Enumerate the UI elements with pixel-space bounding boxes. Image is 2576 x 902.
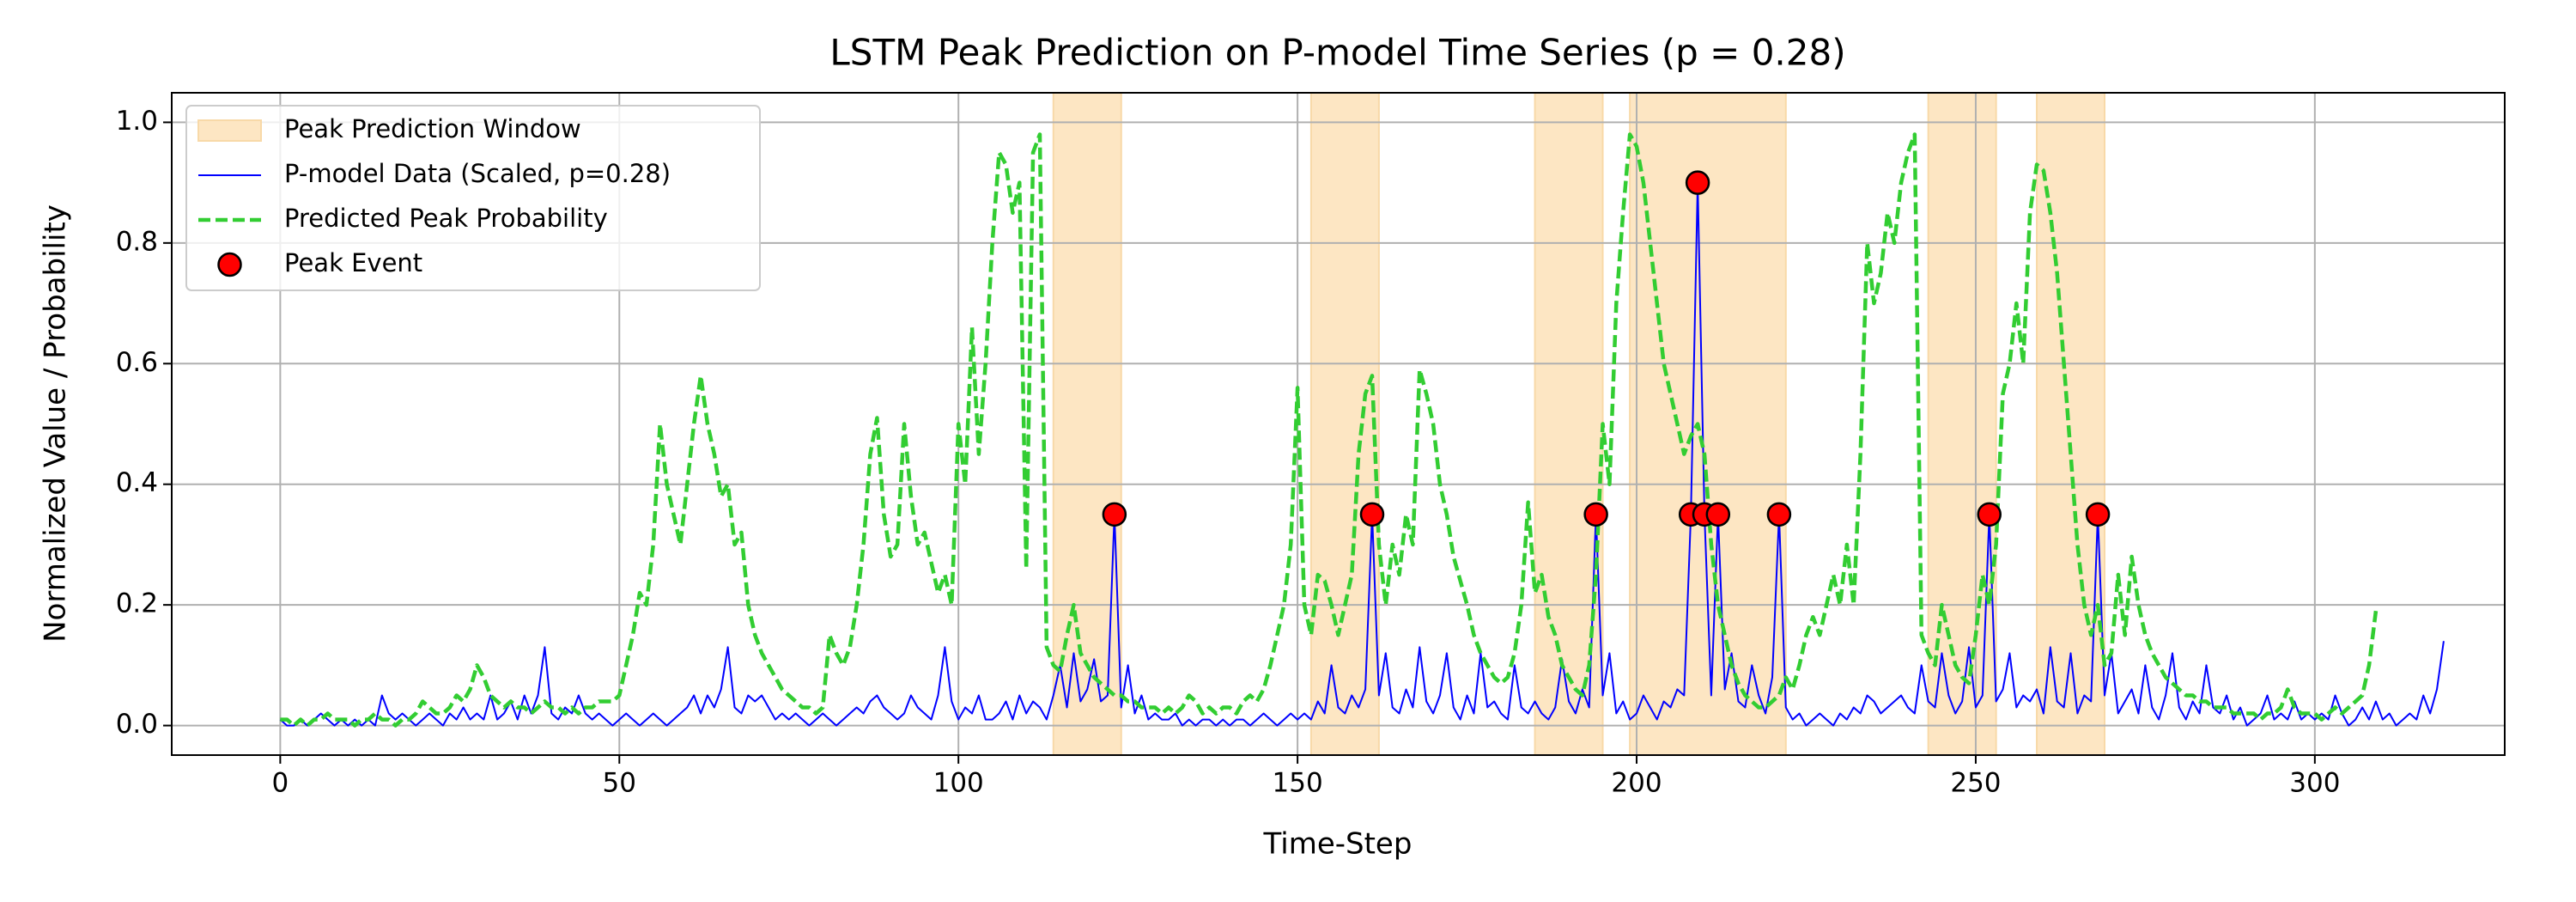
peak-event: [1102, 502, 1127, 527]
legend-label: Peak Prediction Window: [284, 114, 581, 143]
data-line: [279, 181, 2445, 727]
lines: [279, 132, 2445, 728]
x-tick-label: 250: [1950, 768, 2001, 799]
legend-swatch: [197, 119, 262, 142]
peak-event: [1583, 502, 1608, 527]
x-axis-label: Time-Step: [1263, 827, 1413, 862]
peak-window: [1927, 92, 1997, 756]
peak-event: [1705, 502, 1731, 527]
x-tick-label: 200: [1611, 768, 1662, 799]
y-tick-label: 0.8: [116, 226, 158, 257]
peak-window: [1309, 92, 1380, 756]
peak-event: [2085, 502, 2111, 527]
y-tick-label: 0.2: [116, 588, 158, 619]
x-tick-label: 300: [2289, 768, 2340, 799]
chart-title: LSTM Peak Prediction on P-model Time Ser…: [829, 32, 1845, 74]
legend-label: P-model Data (Scaled, p=0.28): [284, 159, 671, 188]
peak-window: [1629, 92, 1787, 756]
x-tick-label: 150: [1273, 768, 1323, 799]
peak-event: [1359, 502, 1385, 527]
legend-label: Peak Event: [284, 248, 422, 277]
peak-event: [1685, 170, 1710, 195]
plot-frame: [171, 92, 2506, 756]
x-tick-label: 0: [272, 768, 289, 799]
legend: Peak Prediction Window P-model Data (Scal…: [185, 105, 761, 291]
legend-box: [185, 105, 761, 291]
peak-event: [1977, 502, 2002, 527]
y-tick-label: 0.4: [116, 467, 158, 498]
peak-window: [1534, 92, 1604, 756]
legend-label: Predicted Peak Probability: [284, 204, 608, 233]
y-tick-label: 0.0: [116, 709, 158, 740]
legend-swatch: [217, 252, 242, 277]
x-tick-label: 100: [933, 768, 984, 799]
y-tick-label: 0.6: [116, 347, 158, 378]
prediction-line: [280, 132, 2379, 728]
x-tick-label: 50: [603, 768, 636, 799]
points: [1102, 170, 2111, 527]
ticks: 0 50 100 150 200 250 300 0.0 0.2 0.4 0.6 0.8 1.0: [116, 106, 2341, 799]
peak-event: [1766, 502, 1792, 527]
y-tick-label: 1.0: [116, 106, 158, 137]
y-axis-label: Normalized Value / Probability: [39, 204, 73, 643]
